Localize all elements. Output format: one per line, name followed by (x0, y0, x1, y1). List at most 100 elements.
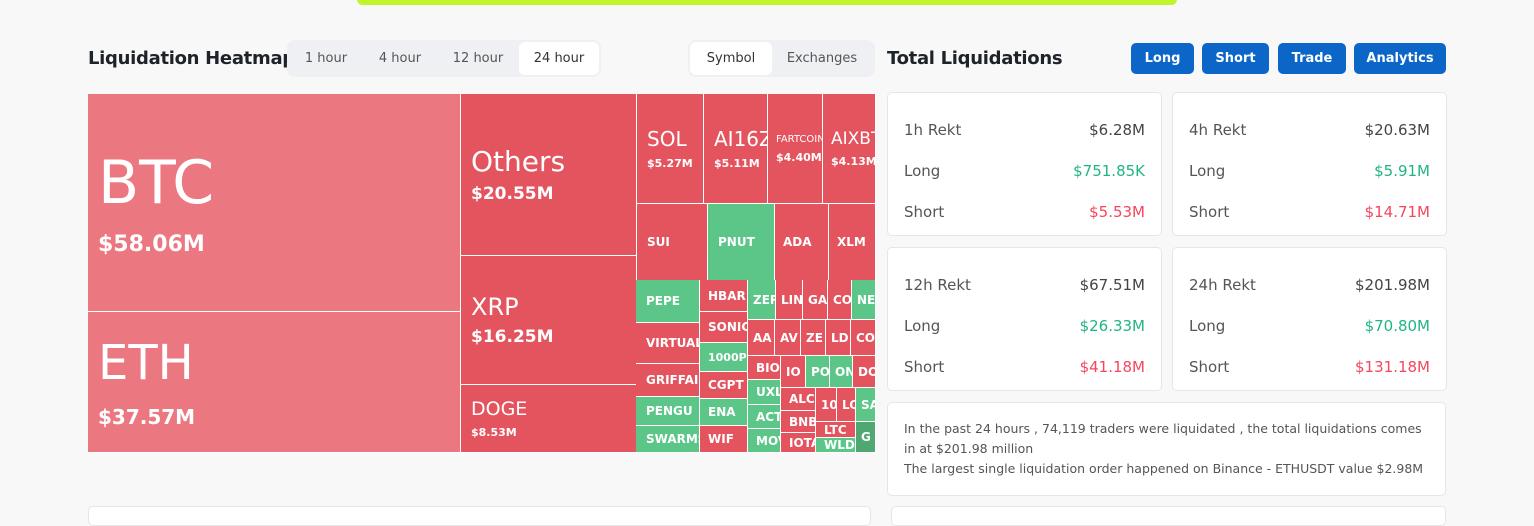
long-value: $5.91M (1374, 161, 1430, 180)
treemap-cell-g[interactable]: G (856, 422, 876, 453)
cell-symbol: ADA (783, 235, 812, 249)
treemap-cell-sa[interactable]: SA (856, 388, 876, 422)
total-value: $6.28M (1089, 120, 1145, 139)
short-label: Short (904, 202, 945, 221)
treemap-cell-do[interactable]: DO (853, 356, 876, 388)
total-row: 24h Rekt $201.98M (1189, 264, 1430, 305)
cell-symbol: AIXBT (831, 129, 875, 149)
cell-symbol: XLM (837, 235, 866, 249)
treemap-cell-act[interactable]: ACT (748, 405, 781, 429)
tab-symbol[interactable]: Symbol (690, 42, 772, 75)
treemap-cell-sonic[interactable]: SONIC (700, 312, 748, 343)
treemap-cell-alci[interactable]: ALCI (781, 388, 816, 411)
long-button[interactable]: Long (1131, 43, 1194, 74)
short-button[interactable]: Short (1202, 43, 1269, 74)
treemap-cell-po[interactable]: PO (806, 356, 830, 388)
tab-exchanges[interactable]: Exchanges (786, 51, 858, 66)
treemap-cell-mov[interactable]: MOV (748, 429, 781, 453)
tab-12-hour[interactable]: 12 hour (452, 51, 504, 66)
treemap-cell-sui[interactable]: SUI (637, 204, 708, 281)
treemap-cell-ld[interactable]: LD (826, 320, 851, 356)
treemap-cell-lo[interactable]: LO (837, 388, 856, 422)
treemap-cell-fartcoin[interactable]: FARTCOIN $4.40M (768, 94, 823, 204)
treemap-cell-aa[interactable]: AA (748, 320, 775, 356)
tab-4-hour[interactable]: 4 hour (378, 51, 422, 66)
treemap-cell-sol[interactable]: SOL $5.27M (637, 94, 704, 204)
cell-symbol: SA (861, 397, 875, 412)
treemap-cell-pengu[interactable]: PENGU (636, 397, 700, 426)
total-value: $201.98M (1355, 275, 1430, 294)
cell-symbol: UXLI (756, 385, 780, 399)
cell-value: $37.57M (98, 405, 196, 429)
long-row: Long $5.91M (1189, 150, 1430, 191)
rekt-card: 1h Rekt $6.28M Long $751.85K Short $5.53M (887, 92, 1162, 236)
treemap-cell-xrp[interactable]: XRP $16.25M (461, 256, 637, 385)
treemap-cell-ltc[interactable]: LTC (816, 422, 856, 438)
period-label: 24h Rekt (1189, 275, 1256, 294)
treemap-cell-uxli[interactable]: UXLI (748, 380, 781, 405)
cell-symbol: BNB (789, 414, 816, 429)
cell-symbol: MOV (756, 433, 780, 448)
treemap-cell-wld[interactable]: WLD (816, 438, 856, 453)
short-label: Short (1189, 357, 1230, 376)
analytics-button[interactable]: Analytics (1354, 43, 1446, 74)
treemap-cell-wif[interactable]: WIF (700, 426, 748, 453)
promo-banner[interactable] (357, 0, 1177, 5)
treemap-cell-ena[interactable]: ENA (700, 399, 748, 426)
heatmap-title: Liquidation Heatmap (88, 48, 295, 69)
total-value: $67.51M (1079, 275, 1145, 294)
treemap-cell-io[interactable]: IO (781, 356, 806, 388)
treemap-cell-ga[interactable]: GA (803, 280, 828, 320)
tab-24-hour[interactable]: 24 hour (519, 42, 599, 75)
cell-symbol: AA (753, 330, 772, 345)
tab-1-hour[interactable]: 1 hour (304, 51, 348, 66)
treemap-cell-griffain[interactable]: GRIFFAIN (636, 364, 700, 397)
treemap-cell-co[interactable]: CO (828, 280, 852, 320)
treemap-cell-swarms[interactable]: SWARMS (636, 426, 700, 453)
treemap-cell-av[interactable]: AV (775, 320, 801, 356)
cell-value: $5.11M (714, 157, 760, 170)
total-liquidations-title: Total Liquidations (887, 48, 1063, 69)
treemap-cell-1000pepe[interactable]: 1000PEPE (700, 343, 748, 372)
treemap-cell-bio[interactable]: BIO (748, 356, 781, 380)
short-value: $41.18M (1079, 357, 1145, 376)
long-label: Long (904, 316, 941, 335)
treemap-cell-zer[interactable]: ZER (748, 280, 776, 320)
treemap-cell-bnb[interactable]: BNB (781, 411, 816, 433)
treemap-cell-hbar[interactable]: HBAR (700, 280, 748, 312)
treemap-cell-virtual[interactable]: VIRTUAL (636, 323, 700, 364)
treemap-cell-iota[interactable]: IOTA (781, 433, 816, 453)
total-row: 4h Rekt $20.63M (1189, 109, 1430, 150)
treemap-cell-aixbt[interactable]: AIXBT $4.13M (823, 94, 876, 204)
cell-symbol: ZER (753, 292, 775, 307)
cell-symbol: AI16Z (714, 127, 768, 151)
treemap-cell-lin[interactable]: LIN (776, 280, 803, 320)
cell-symbol: LO (842, 397, 855, 412)
treemap-cell-cgpt[interactable]: CGPT (700, 372, 748, 399)
long-value: $751.85K (1073, 161, 1145, 180)
cell-symbol: DOGE (471, 398, 528, 420)
treemap-cell-on[interactable]: ON (830, 356, 853, 388)
long-row: Long $26.33M (904, 305, 1145, 346)
short-value: $131.18M (1355, 357, 1430, 376)
treemap-cell-10[interactable]: 10 (816, 388, 837, 422)
cell-value: $58.06M (98, 232, 205, 257)
cell-value: $4.13M (831, 155, 876, 168)
treemap-cell-ada[interactable]: ADA (775, 204, 829, 281)
cell-symbol: Others (471, 145, 566, 178)
treemap-cell-ne[interactable]: NE (852, 280, 876, 320)
treemap-cell-ai16z[interactable]: AI16Z $5.11M (704, 94, 768, 204)
treemap-cell-eth[interactable]: ETH $37.57M (88, 312, 461, 453)
trade-button[interactable]: Trade (1278, 43, 1346, 74)
treemap-cell-pnut[interactable]: PNUT (708, 204, 775, 281)
treemap-cell-others[interactable]: Others $20.55M (461, 94, 637, 256)
treemap-cell-co[interactable]: CO (851, 320, 876, 356)
treemap-cell-ze[interactable]: ZE (801, 320, 826, 356)
treemap-cell-btc[interactable]: BTC $58.06M (88, 94, 461, 312)
cell-symbol: SONIC (708, 320, 748, 334)
long-value: $26.33M (1079, 316, 1145, 335)
treemap-cell-pepe[interactable]: PEPE (636, 280, 700, 323)
treemap-cell-xlm[interactable]: XLM (829, 204, 876, 281)
period-label: 12h Rekt (904, 275, 971, 294)
treemap-cell-doge[interactable]: DOGE $8.53M (461, 385, 637, 453)
